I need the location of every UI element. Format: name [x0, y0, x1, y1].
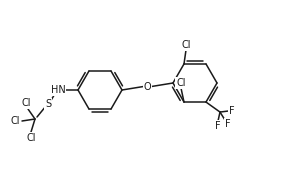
Text: Cl: Cl: [181, 40, 191, 50]
Text: Cl: Cl: [176, 78, 186, 88]
Text: O: O: [144, 82, 151, 92]
Text: S: S: [45, 99, 51, 109]
Text: F: F: [215, 121, 221, 131]
Text: Cl: Cl: [26, 133, 36, 143]
Text: F: F: [229, 106, 235, 116]
Text: F: F: [225, 119, 231, 129]
Text: Cl: Cl: [10, 116, 20, 126]
Text: HN: HN: [51, 85, 65, 95]
Text: Cl: Cl: [21, 98, 31, 108]
